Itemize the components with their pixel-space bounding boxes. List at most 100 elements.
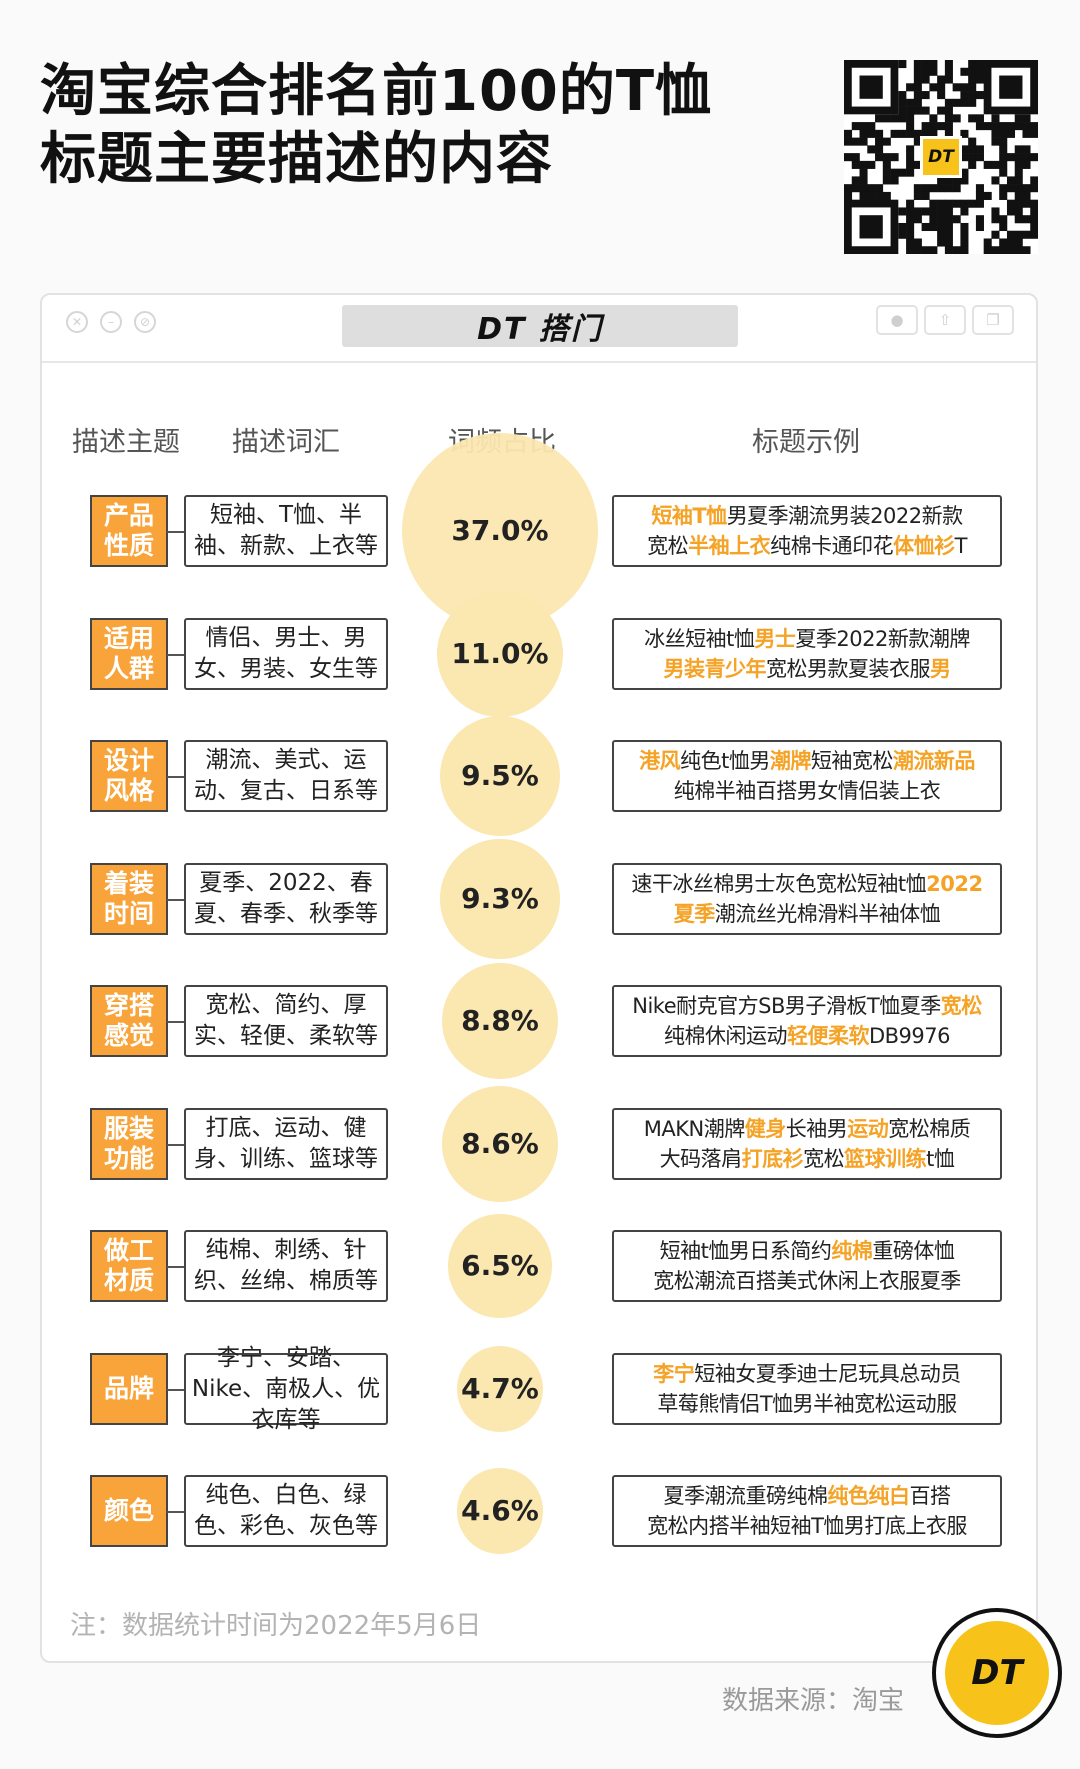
qr-module (960, 129, 969, 138)
qr-module (944, 246, 953, 255)
chart-row: 产品 性质 短袖、T恤、半袖、新款、上衣等 37.0% 短袖T恤男夏季潮流男装2022新… (0, 487, 1080, 567)
topic-connector (167, 776, 184, 778)
copy-icon: ❐ (972, 305, 1014, 335)
qr-module (1014, 191, 1023, 200)
qr-module (929, 207, 938, 216)
qr-module (898, 168, 907, 177)
qr-module (867, 122, 876, 131)
column-header-topic: 描述主题 (72, 427, 180, 458)
qr-module (921, 60, 930, 69)
qr-module (859, 184, 868, 193)
example-text: 纯棉半袖百搭男女情侣装上衣 (673, 779, 941, 803)
example-text: 纯色t恤男 (680, 749, 770, 773)
qr-module (944, 122, 953, 131)
qr-module (999, 184, 1008, 193)
qr-module (859, 176, 868, 185)
qr-module (944, 222, 953, 232)
topic-label: 设计 风格 (90, 740, 168, 812)
qr-module (1014, 215, 1023, 224)
qr-module (944, 106, 953, 115)
qr-module (875, 184, 884, 193)
qr-module (1022, 246, 1031, 255)
qr-module (1014, 122, 1023, 131)
qr-module (1022, 215, 1031, 224)
qr-module (882, 191, 891, 200)
example-line: 速干冰丝棉男士灰色宽松短袖t恤2022 (631, 869, 983, 899)
qr-module (968, 67, 977, 76)
qr-module (844, 184, 853, 193)
qr-module (929, 67, 938, 76)
close-icon: ✕ (66, 311, 88, 333)
qr-module (999, 145, 1008, 154)
topic-label: 做工 材质 (90, 1230, 168, 1302)
qr-module (968, 199, 977, 208)
example-text: 夏季潮流重磅纯棉 (663, 1484, 829, 1508)
qr-module (960, 222, 969, 232)
example-text: 重磅体恤 (872, 1239, 955, 1263)
qr-module (906, 83, 915, 92)
qr-module (937, 184, 946, 193)
ratio-label: 9.3% (461, 882, 539, 915)
qr-module (999, 137, 1008, 146)
qr-module (929, 83, 938, 92)
qr-module (975, 122, 984, 131)
highlighted-keyword: 打底衫 (741, 1147, 804, 1171)
topic-label: 适用 人群 (90, 618, 168, 690)
qr-module (937, 238, 946, 247)
qr-module (921, 122, 930, 131)
qr-module (906, 106, 915, 115)
topic-label: 品牌 (90, 1353, 168, 1425)
topic-connector (167, 654, 184, 656)
qr-module (844, 191, 853, 200)
qr-module (867, 129, 876, 138)
vocab-box: 短袖、T恤、半袖、新款、上衣等 (184, 495, 388, 567)
qr-module (1006, 176, 1016, 185)
page-title-line1: 淘宝综合排名前100的T恤 (40, 59, 713, 124)
qr-finder (999, 75, 1023, 99)
qr-module (913, 137, 922, 146)
qr-module (913, 129, 922, 138)
record-icon: ● (876, 305, 918, 335)
qr-module (1006, 122, 1016, 131)
qr-module (944, 75, 953, 84)
ratio-bubble (441, 962, 559, 1080)
example-title-box: 港风纯色t恤男潮牌短袖宽松潮流新品 纯棉半袖百搭男女情侣装上衣 (612, 740, 1002, 812)
qr-module (944, 67, 953, 76)
qr-module (844, 137, 853, 146)
qr-module (952, 246, 961, 255)
qr-module (867, 145, 876, 154)
qr-module (991, 215, 1000, 224)
qr-module (952, 114, 961, 123)
qr-module (890, 114, 899, 123)
qr-module (991, 246, 1000, 255)
ratio-label: 11.0% (451, 637, 549, 670)
qr-module (875, 153, 884, 162)
topic-label: 穿搭 感觉 (90, 985, 168, 1057)
qr-module (929, 122, 938, 131)
qr-module (960, 153, 969, 162)
qr-module (991, 137, 1000, 146)
qr-module (898, 106, 907, 115)
qr-module (882, 160, 891, 169)
qr-module (960, 168, 969, 177)
qr-module (975, 184, 984, 193)
topic-connector (167, 1021, 184, 1023)
qr-module (991, 160, 1000, 169)
qr-module (975, 75, 984, 84)
qr-module (851, 184, 860, 193)
ratio-bubble (457, 1468, 543, 1554)
qr-module (851, 122, 860, 131)
qr-module (859, 137, 868, 146)
qr-module (960, 199, 969, 208)
qr-module (991, 207, 1000, 216)
qr-module (960, 83, 969, 92)
qr-module (859, 168, 868, 177)
qr-module (921, 184, 930, 193)
qr-code-pattern (844, 60, 1039, 255)
qr-module (1006, 246, 1016, 255)
qr-module (960, 91, 969, 100)
qr-module (859, 191, 868, 200)
qr-module (890, 129, 899, 138)
qr-module (882, 176, 891, 185)
example-text: 宽松内搭半袖短袖T恤男打底上衣服 (647, 1514, 967, 1538)
